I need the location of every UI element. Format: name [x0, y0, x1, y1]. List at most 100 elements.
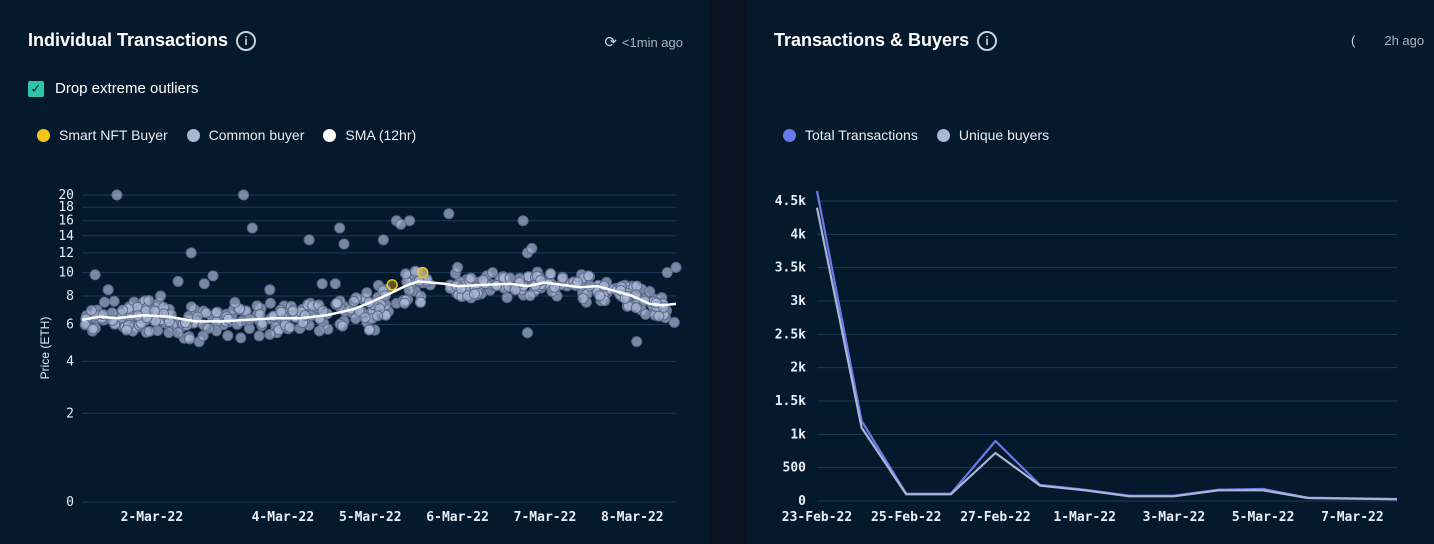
common-buyer-point: [556, 272, 568, 284]
common-buyer-point: [363, 324, 375, 336]
common-buyer-point: [117, 304, 129, 316]
common-buyer-point: [143, 325, 155, 337]
common-buyer-point: [361, 287, 373, 299]
common-buyer-point: [399, 297, 411, 309]
common-buyer-point: [338, 238, 350, 250]
common-buyer-point: [222, 330, 234, 342]
common-buyer-point: [264, 297, 276, 309]
y-tick-label: 4: [66, 354, 74, 369]
common-buyer-point: [501, 292, 513, 304]
y-tick-label: 4.5k: [775, 194, 806, 209]
common-buyer-point: [264, 328, 276, 340]
last-updated: ( 2h ago: [1351, 33, 1424, 48]
y-tick-label: 10: [58, 266, 74, 281]
panel-title-text: Individual Transactions: [28, 30, 229, 50]
common-buyer-point: [377, 234, 389, 246]
common-buyer-point: [653, 310, 665, 322]
common-buyer-point: [583, 270, 595, 282]
legend: Total Transactions Unique buyers: [783, 127, 1068, 143]
unique-buyers-line: [815, 207, 1398, 501]
info-icon[interactable]: i: [977, 30, 998, 51]
panel-title: Individual Transactions i: [28, 30, 257, 51]
common-buyer-point: [316, 278, 328, 290]
legend-label: SMA (12hr): [345, 127, 417, 143]
common-buyer-point: [198, 278, 210, 290]
legend-dot-icon: [783, 128, 796, 142]
legend-label: Common buyer: [208, 127, 305, 143]
sma-line: [81, 280, 677, 323]
common-buyer-point: [468, 288, 480, 300]
common-buyer-point: [253, 330, 265, 342]
y-tick-label: 20: [58, 188, 74, 203]
common-buyer-point: [443, 208, 455, 220]
common-buyer-point: [303, 234, 315, 246]
common-buyer-point: [89, 269, 101, 281]
common-buyer-point: [395, 218, 407, 230]
checkbox-label: Drop extreme outliers: [55, 80, 199, 97]
common-buyer-point: [185, 247, 197, 259]
y-tick-label: 500: [783, 461, 807, 476]
common-buyer-point: [211, 306, 223, 318]
legend-dot-icon: [37, 128, 50, 142]
common-buyer-point: [108, 295, 120, 307]
common-buyer-point: [284, 321, 296, 333]
common-buyer-point: [487, 267, 499, 279]
legend-item-sma[interactable]: SMA (12hr): [323, 127, 416, 143]
info-icon[interactable]: i: [236, 30, 257, 51]
legend-item-common-buyer[interactable]: Common buyer: [186, 127, 305, 143]
x-tick-label: 25-Feb-22: [871, 510, 941, 525]
y-tick-label: 6: [66, 318, 74, 333]
common-buyer-point: [630, 302, 642, 314]
legend-dot-icon: [323, 128, 337, 142]
y-tick-label: 14: [58, 229, 74, 244]
legend-item-total-transactions[interactable]: Total Transactions: [783, 127, 918, 143]
common-buyer-point: [465, 272, 477, 284]
x-tick-label: 4-Mar-22: [252, 510, 315, 525]
checkbox-checked-icon[interactable]: ✓: [28, 80, 44, 97]
common-buyer-point: [246, 222, 258, 234]
legend-label: Smart NFT Buyer: [59, 127, 168, 143]
x-tick-label: 23-Feb-22: [782, 510, 852, 525]
common-buyer-point: [522, 327, 533, 339]
x-tick-label: 6-Mar-22: [426, 510, 489, 525]
common-buyer-point: [184, 333, 196, 345]
line-chart: 0 500 1k 1.5k 2k 2.5k 3k 3.5k 4k 4.5k 23-Feb-22 25-…: [775, 190, 1398, 525]
y-axis-label: Price (ETH): [38, 317, 52, 380]
common-buyer-point: [400, 268, 412, 280]
common-buyer-point: [207, 270, 219, 282]
legend: Smart NFT Buyer Common buyer SMA (12hr): [37, 127, 435, 143]
common-buyer-point: [172, 327, 184, 339]
refresh-icon[interactable]: ⟳: [604, 34, 617, 51]
common-buyer-point: [172, 275, 184, 287]
common-buyer-point: [102, 284, 114, 296]
smart-buyer-point: [416, 266, 429, 279]
total-transactions-line: [815, 190, 1398, 501]
common-buyer-point: [668, 316, 680, 328]
y-tick-label: 1k: [790, 427, 806, 442]
y-tick-label: 3.5k: [775, 261, 806, 276]
common-buyer-point: [313, 325, 325, 337]
common-buyer-point: [359, 312, 371, 324]
x-tick-label: 5-Mar-22: [339, 510, 402, 525]
common-buyer-point: [85, 305, 97, 317]
common-buyer-point: [197, 330, 209, 342]
common-buyer-point: [99, 296, 111, 308]
common-buyer-point: [594, 290, 606, 302]
y-tick-label: 1.5k: [775, 394, 806, 409]
refresh-icon[interactable]: (: [1351, 33, 1356, 48]
legend-item-smart-buyer[interactable]: Smart NFT Buyer: [37, 127, 168, 143]
y-tick-label: 2: [66, 406, 74, 421]
common-buyer-point: [235, 332, 247, 344]
legend-item-unique-buyers[interactable]: Unique buyers: [936, 127, 1049, 143]
y-tick-label: 2.5k: [775, 327, 806, 342]
common-buyer-point: [329, 278, 341, 290]
drop-outliers-checkbox[interactable]: ✓ Drop extreme outliers: [28, 80, 198, 97]
timestamp: <1min ago: [621, 34, 683, 50]
common-buyer-point: [121, 324, 133, 336]
transactions-buyers-panel: Transactions & Buyers i ( 2h ago Total T…: [747, 0, 1434, 544]
panel-title: Transactions & Buyers i: [774, 30, 998, 51]
common-buyer-point: [155, 290, 167, 302]
common-buyer-point: [287, 305, 299, 317]
common-buyer-point: [452, 261, 464, 273]
